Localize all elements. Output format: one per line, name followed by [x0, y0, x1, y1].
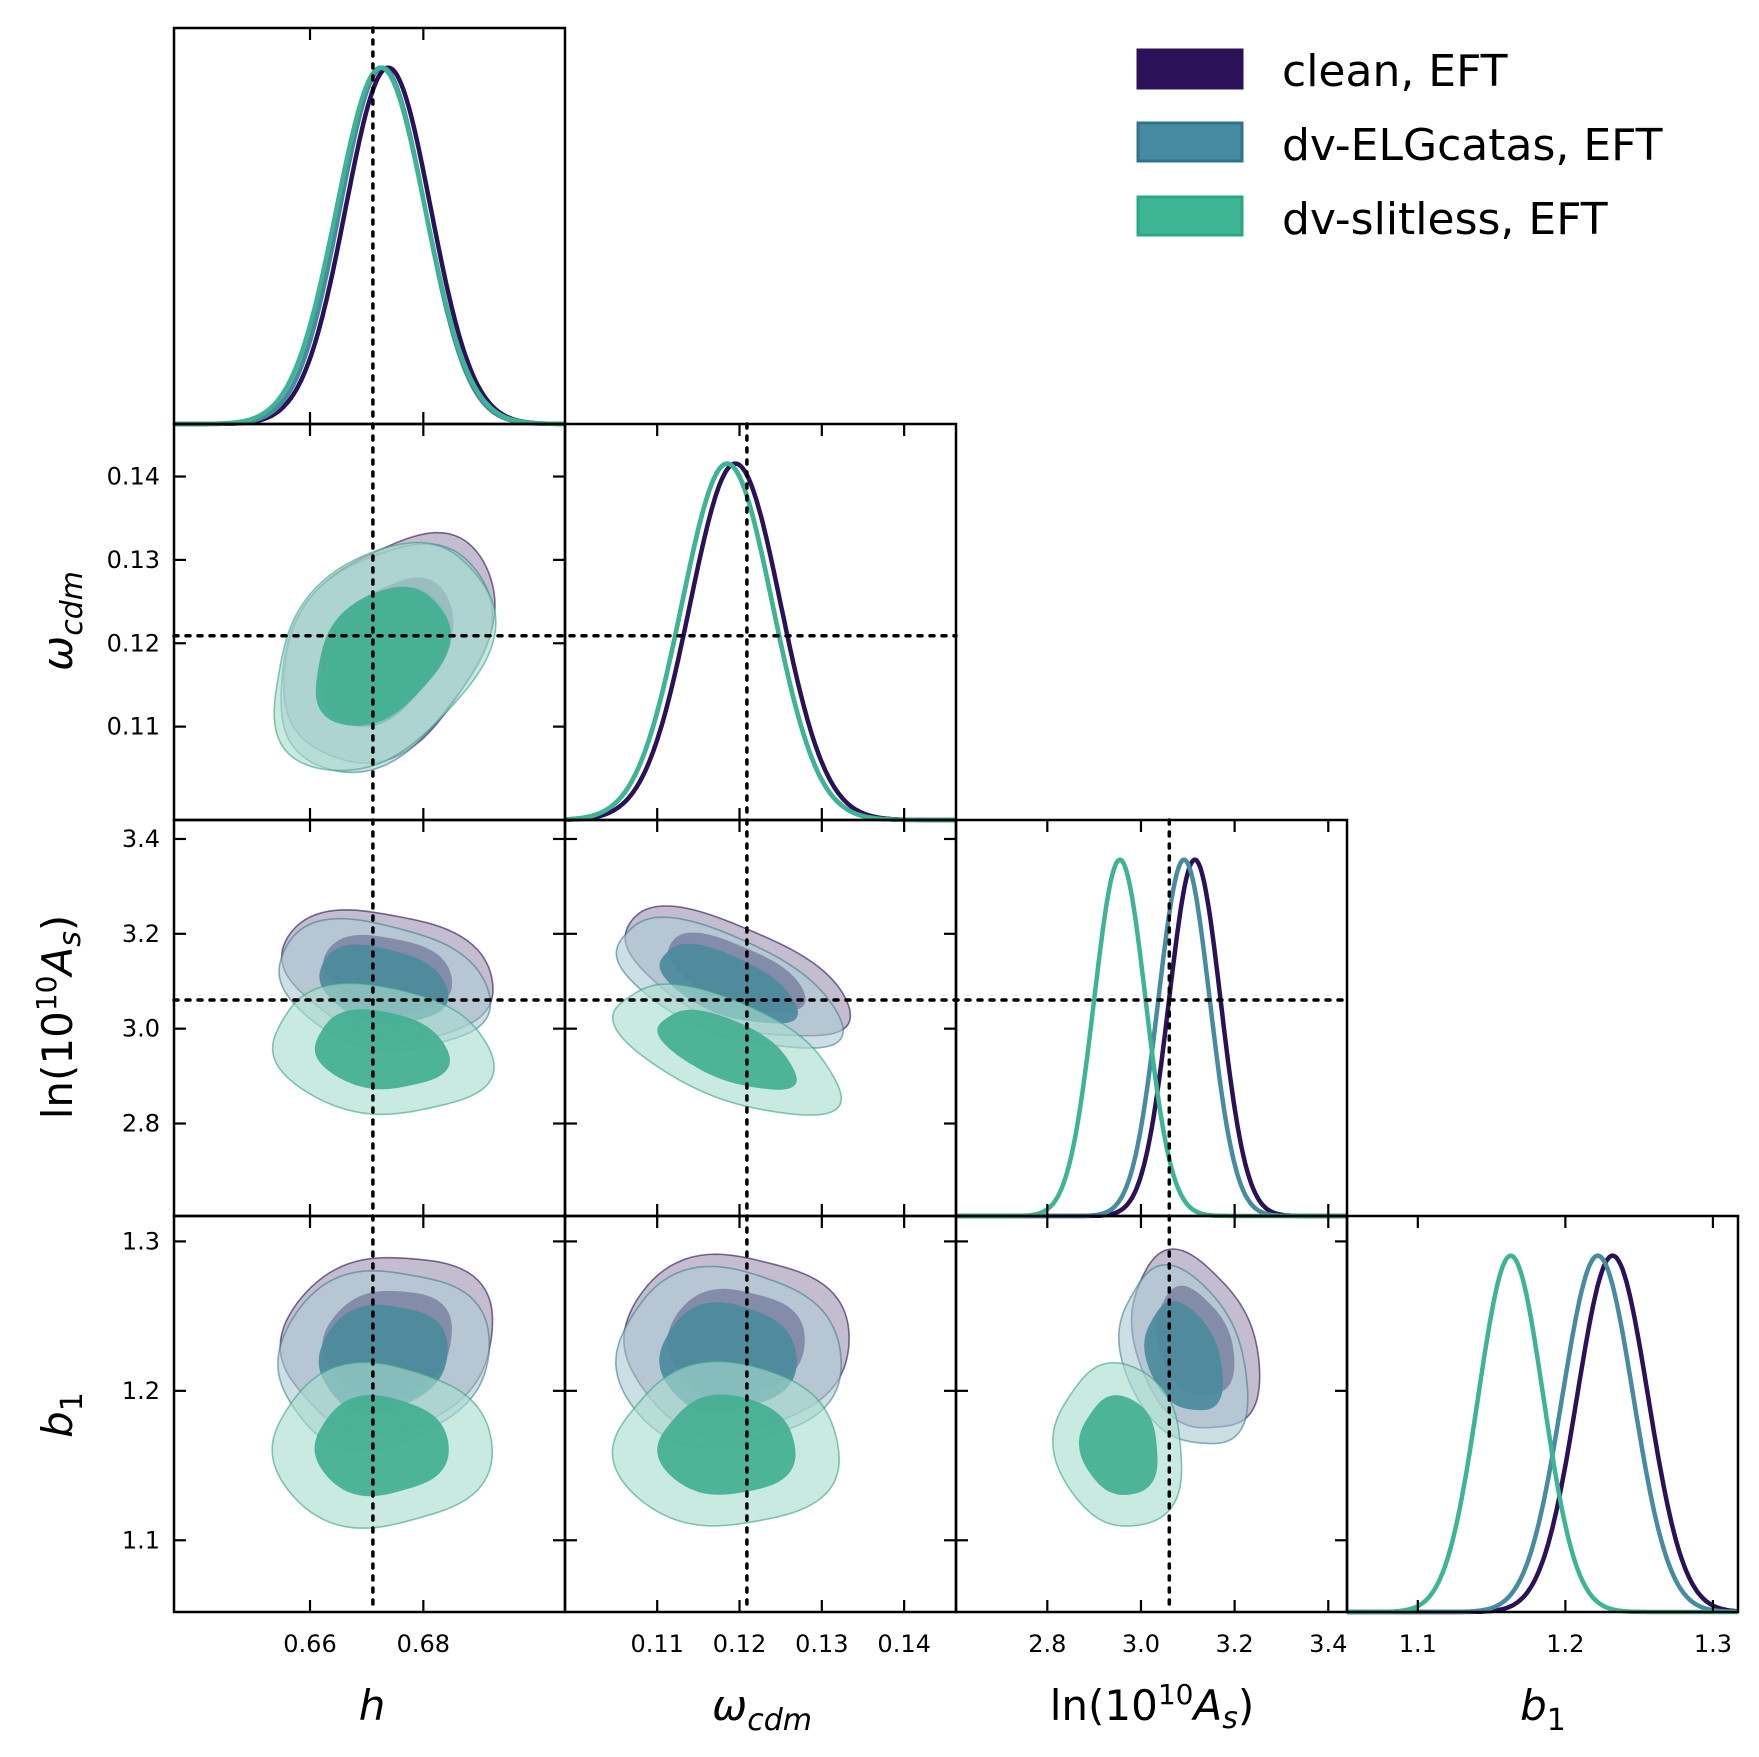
marginal-dv-elgcatas-eft-h [173, 65, 566, 427]
legend-swatch-clean [1136, 48, 1244, 90]
tick-labels: 0.66 0.68 0.11 0.12 0.13 0.14 2.8 3.0 3.2 3.4 1.1 1… [107, 463, 1732, 1658]
ytick-label-omega-cdm: 0.14 [107, 463, 160, 491]
contour-68-dv-slitless-eft-p20 [314, 1009, 450, 1090]
ytick-label-b1: 1.3 [122, 1227, 160, 1255]
tick-marks [174, 28, 1715, 1612]
legend-label-slitless: dv-slitless, EFT [1282, 194, 1608, 245]
xtick-label-h: 0.68 [397, 1630, 450, 1658]
xlabel-lnAs: ln(1010As) [1050, 1678, 1255, 1736]
ytick-label-b1: 1.1 [122, 1526, 160, 1554]
marginal-clean-eft-omega-cdm [564, 461, 957, 823]
ytick-label-ln-10-10-a-s: 2.8 [122, 1110, 160, 1138]
ytick-label-ln-10-10-a-s: 3.2 [122, 920, 160, 948]
contour-68-dv-slitless-eft-p21 [657, 1009, 797, 1090]
ytick-label-omega-cdm: 0.12 [107, 629, 160, 657]
ylabel-omega-cdm: ωcdm [33, 571, 90, 671]
contour-68-dv-slitless-eft-p10 [315, 586, 452, 726]
legend-swatch-slitless [1136, 195, 1244, 237]
xtick-label-b1: 1.3 [1694, 1630, 1732, 1658]
xlabel-h: h [359, 1681, 386, 1730]
xtick-label-omega-cdm: 0.13 [795, 1630, 848, 1658]
xlabel-b1: b1 [1520, 1681, 1566, 1738]
xtick-label-omega-cdm: 0.11 [630, 1630, 683, 1658]
panel-frame-1-1 [563, 422, 958, 822]
xtick-label-b1: 1.1 [1399, 1630, 1437, 1658]
xlabel-omega-cdm: ωcdm [712, 1681, 812, 1738]
xtick-label-ln-10-10-a-s: 3.0 [1122, 1630, 1160, 1658]
ytick-label-b1: 1.2 [122, 1377, 160, 1405]
legend-label-elgcatas: dv-ELGcatas, EFT [1282, 120, 1663, 171]
xtick-label-b1: 1.2 [1546, 1630, 1584, 1658]
ylabel-b1: b1 [33, 1392, 90, 1438]
marginal-dv-slitless-eft-h [173, 65, 566, 427]
marginal-clean-eft-h [173, 65, 566, 427]
marginal-dv-slitless-eft-ln-10-10-a-s [955, 857, 1348, 1219]
ytick-label-omega-cdm: 0.11 [107, 713, 160, 741]
xtick-label-ln-10-10-a-s: 3.2 [1216, 1630, 1254, 1658]
ytick-label-omega-cdm: 0.13 [107, 546, 160, 574]
ytick-label-ln-10-10-a-s: 3.0 [122, 1015, 160, 1043]
xtick-label-omega-cdm: 0.14 [877, 1630, 930, 1658]
ytick-label-ln-10-10-a-s: 3.4 [122, 825, 160, 853]
panel-frame-3-3 [1345, 1214, 1740, 1614]
panel-frame-2-2 [954, 818, 1349, 1218]
legend-swatch-elgcatas [1136, 121, 1244, 163]
contour-68-dv-elgcatas-eft-p21 [659, 943, 798, 1024]
legend: clean, EFT dv-ELGcatas, EFT dv-slitless,… [1136, 46, 1663, 245]
marginal-clean-eft-b1 [1346, 1253, 1739, 1615]
legend-label-clean: clean, EFT [1282, 46, 1508, 97]
xtick-label-omega-cdm: 0.12 [713, 1630, 766, 1658]
contour-68-dv-slitless-eft-p30 [314, 1395, 449, 1497]
xtick-label-ln-10-10-a-s: 2.8 [1028, 1630, 1066, 1658]
xtick-label-ln-10-10-a-s: 3.4 [1309, 1630, 1347, 1658]
contour-68-dv-slitless-eft-p32 [1079, 1395, 1158, 1495]
contour-fills [271, 531, 1261, 1530]
panel-frames [172, 26, 1740, 1614]
contour-68-dv-elgcatas-eft-p32 [1144, 1301, 1223, 1411]
contour-68-dv-slitless-eft-p31 [657, 1394, 796, 1495]
ylabel-lnAs: ln(1010As) [30, 915, 88, 1120]
xtick-label-h: 0.66 [283, 1630, 336, 1658]
